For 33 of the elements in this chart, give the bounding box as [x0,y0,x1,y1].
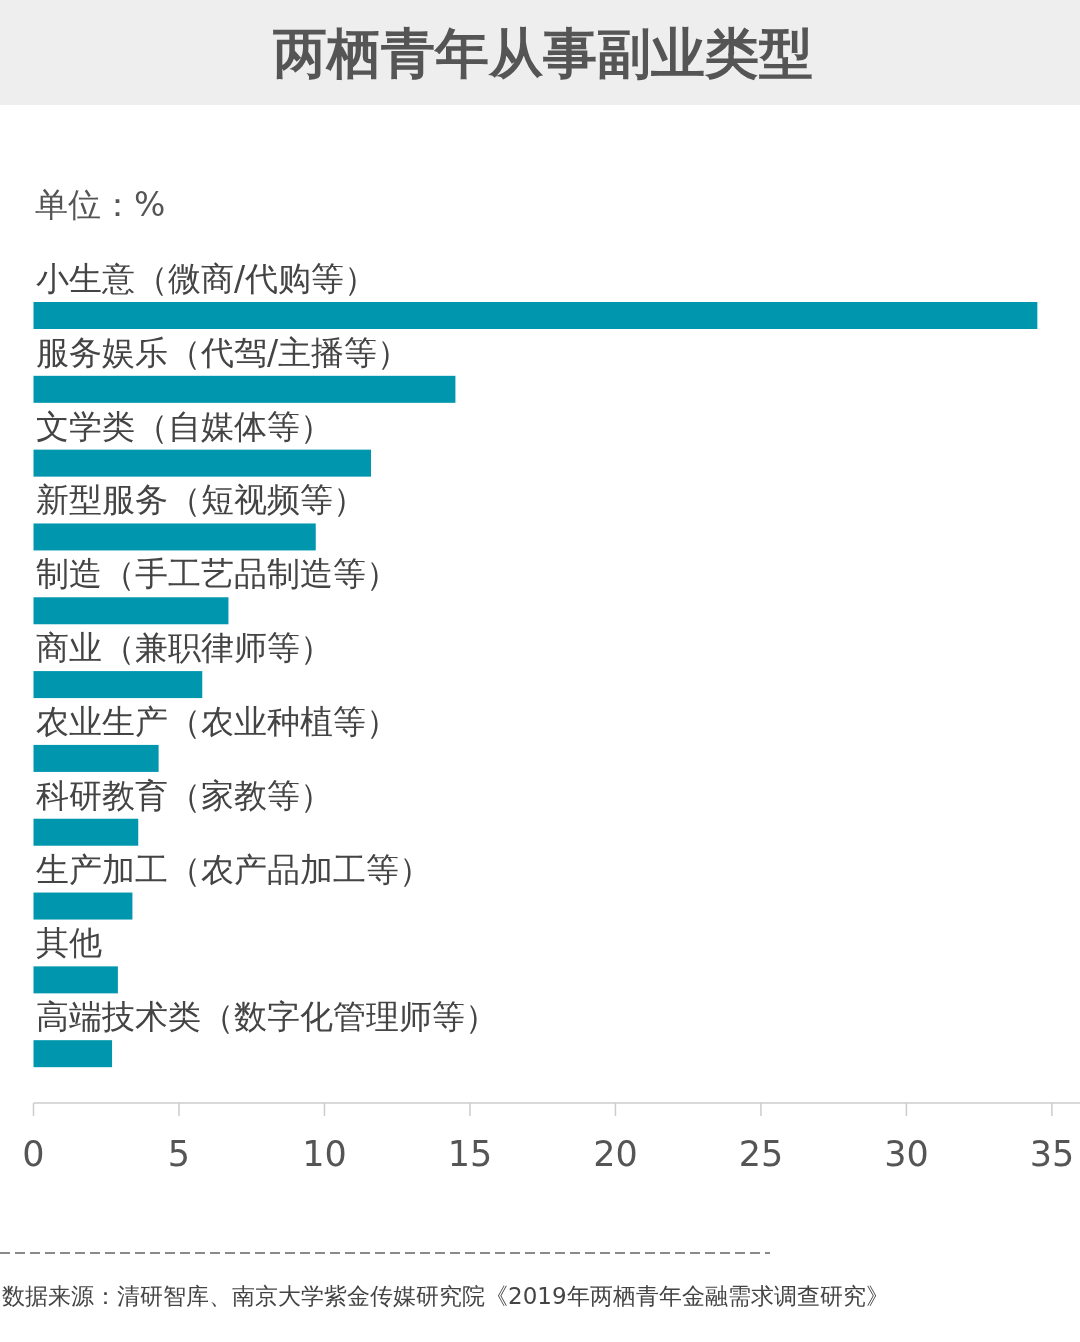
source-note: 数据来源：清研智库、南京大学紫金传媒研究院《2019年两栖青年金融需求调查研究》 [2,1283,889,1309]
bar [33,449,372,477]
chart-subtitle: 单位：% [35,185,166,224]
chart-title: 两栖青年从事副业类型 [272,22,813,85]
x-tick-label: 35 [1029,1134,1075,1174]
x-tick-label: 10 [302,1134,347,1174]
y-tick-label: 生产加工（农产品加工等） [36,849,432,889]
y-tick-label: 商业（兼职律师等） [36,628,333,668]
y-tick-label: 小生意（微商/代购等） [36,259,378,298]
x-tick-label: 5 [167,1134,191,1174]
y-tick-label: 高端技术类（数字化管理师等） [36,997,498,1037]
bar [33,302,1038,329]
y-tick-label: 农业生产（农业种植等） [36,701,399,741]
y-tick-label: 科研教育（家教等） [36,775,333,815]
bar [33,523,316,551]
x-tick-label: 15 [447,1134,493,1174]
bar [33,818,139,846]
x-tick-label: 20 [593,1134,638,1174]
bar [33,892,133,920]
bar [33,671,203,699]
y-tick-label: 文学类（自媒体等） [36,406,333,446]
x-tick-label: 25 [738,1134,784,1174]
y-tick-label: 新型服务（短视频等） [36,480,366,520]
y-tick-label: 制造（手工艺品制造等） [36,554,399,594]
bar [33,375,456,403]
x-tick-label: 30 [884,1134,929,1174]
y-tick-label: 服务娱乐（代驾/主播等） [36,332,411,372]
bar [33,744,159,772]
bar [33,966,118,994]
y-tick-label: 其他 [36,923,102,963]
x-tick-label: 0 [22,1134,45,1174]
bar [33,597,229,625]
bar [33,1040,113,1068]
